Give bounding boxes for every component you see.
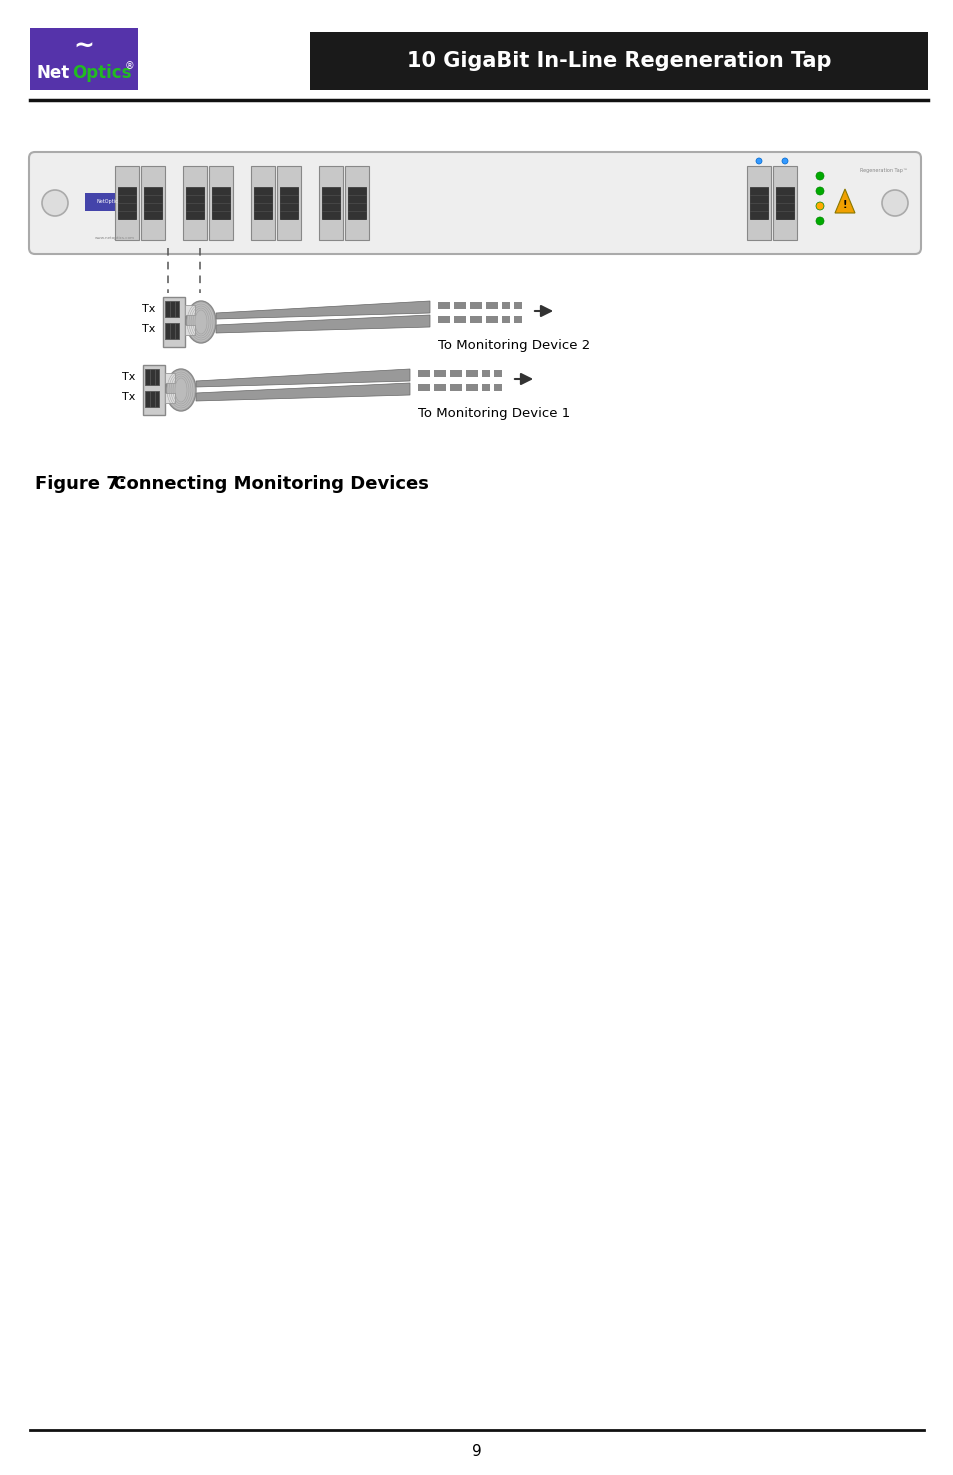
Polygon shape bbox=[834, 189, 854, 212]
Bar bbox=[165, 323, 179, 339]
Bar bbox=[514, 302, 521, 308]
Text: NetOptics: NetOptics bbox=[97, 199, 121, 205]
Text: !: ! bbox=[841, 201, 846, 209]
Bar bbox=[143, 364, 165, 414]
Text: Tx: Tx bbox=[121, 392, 135, 403]
Circle shape bbox=[781, 158, 787, 164]
Bar bbox=[501, 302, 510, 308]
Bar bbox=[494, 370, 501, 378]
Bar bbox=[253, 187, 272, 220]
Text: Net: Net bbox=[37, 63, 71, 81]
Polygon shape bbox=[215, 316, 430, 333]
Bar bbox=[470, 316, 481, 323]
Bar bbox=[345, 167, 369, 240]
Text: Tx: Tx bbox=[141, 304, 154, 314]
Bar bbox=[318, 167, 343, 240]
Ellipse shape bbox=[186, 301, 215, 344]
Bar bbox=[772, 167, 796, 240]
Bar bbox=[209, 167, 233, 240]
Text: www.netoptics.com: www.netoptics.com bbox=[95, 236, 135, 240]
Bar bbox=[310, 32, 927, 90]
Bar bbox=[749, 187, 767, 220]
Bar bbox=[450, 384, 461, 391]
Bar bbox=[212, 187, 230, 220]
Bar bbox=[276, 167, 301, 240]
Bar bbox=[163, 296, 185, 347]
Bar bbox=[185, 324, 194, 335]
Bar bbox=[501, 316, 510, 323]
Text: 10 GigaBit In-Line Regeneration Tap: 10 GigaBit In-Line Regeneration Tap bbox=[406, 52, 830, 71]
Bar bbox=[322, 187, 339, 220]
Bar bbox=[185, 305, 194, 316]
Circle shape bbox=[42, 190, 68, 215]
Text: Figure 7:: Figure 7: bbox=[35, 475, 126, 493]
Ellipse shape bbox=[166, 369, 195, 412]
Bar bbox=[775, 187, 793, 220]
Circle shape bbox=[815, 173, 823, 180]
Bar bbox=[481, 384, 490, 391]
Bar bbox=[144, 187, 162, 220]
Bar bbox=[118, 187, 136, 220]
Bar bbox=[251, 167, 274, 240]
Bar bbox=[165, 301, 179, 317]
Bar bbox=[186, 187, 204, 220]
Bar bbox=[746, 167, 770, 240]
Bar bbox=[481, 370, 490, 378]
Text: Connecting Monitoring Devices: Connecting Monitoring Devices bbox=[107, 475, 429, 493]
Bar bbox=[434, 384, 446, 391]
Bar bbox=[280, 187, 297, 220]
Bar bbox=[437, 316, 450, 323]
Bar bbox=[514, 316, 521, 323]
Text: Tx: Tx bbox=[141, 324, 154, 333]
Text: ®: ® bbox=[124, 62, 133, 71]
Circle shape bbox=[882, 190, 907, 215]
Text: Optics: Optics bbox=[71, 63, 132, 81]
Bar bbox=[470, 302, 481, 308]
Text: 9: 9 bbox=[472, 1444, 481, 1459]
Text: To Monitoring Device 1: To Monitoring Device 1 bbox=[417, 407, 570, 420]
Polygon shape bbox=[195, 384, 410, 401]
Bar bbox=[165, 373, 174, 384]
Bar bbox=[30, 28, 138, 90]
Bar bbox=[165, 392, 174, 403]
Bar bbox=[465, 370, 477, 378]
Bar bbox=[454, 316, 465, 323]
FancyBboxPatch shape bbox=[29, 152, 920, 254]
Bar bbox=[145, 369, 159, 385]
Text: Regeneration Tap™: Regeneration Tap™ bbox=[859, 168, 907, 173]
Bar bbox=[437, 302, 450, 308]
Circle shape bbox=[815, 187, 823, 195]
Text: To Monitoring Device 2: To Monitoring Device 2 bbox=[437, 339, 590, 353]
Bar bbox=[141, 167, 165, 240]
Bar bbox=[434, 370, 446, 378]
Bar bbox=[183, 167, 207, 240]
Bar bbox=[85, 193, 132, 211]
Bar bbox=[417, 384, 430, 391]
Text: ∼: ∼ bbox=[73, 34, 94, 59]
Bar bbox=[450, 370, 461, 378]
Text: Tx: Tx bbox=[121, 372, 135, 382]
Bar bbox=[417, 370, 430, 378]
Circle shape bbox=[815, 217, 823, 226]
Bar bbox=[494, 384, 501, 391]
Bar bbox=[485, 316, 497, 323]
Bar bbox=[454, 302, 465, 308]
Bar bbox=[145, 391, 159, 407]
Bar bbox=[465, 384, 477, 391]
Bar bbox=[485, 302, 497, 308]
Polygon shape bbox=[195, 369, 410, 386]
Circle shape bbox=[755, 158, 761, 164]
Bar bbox=[348, 187, 366, 220]
Polygon shape bbox=[215, 301, 430, 319]
Circle shape bbox=[815, 202, 823, 209]
Bar bbox=[115, 167, 139, 240]
